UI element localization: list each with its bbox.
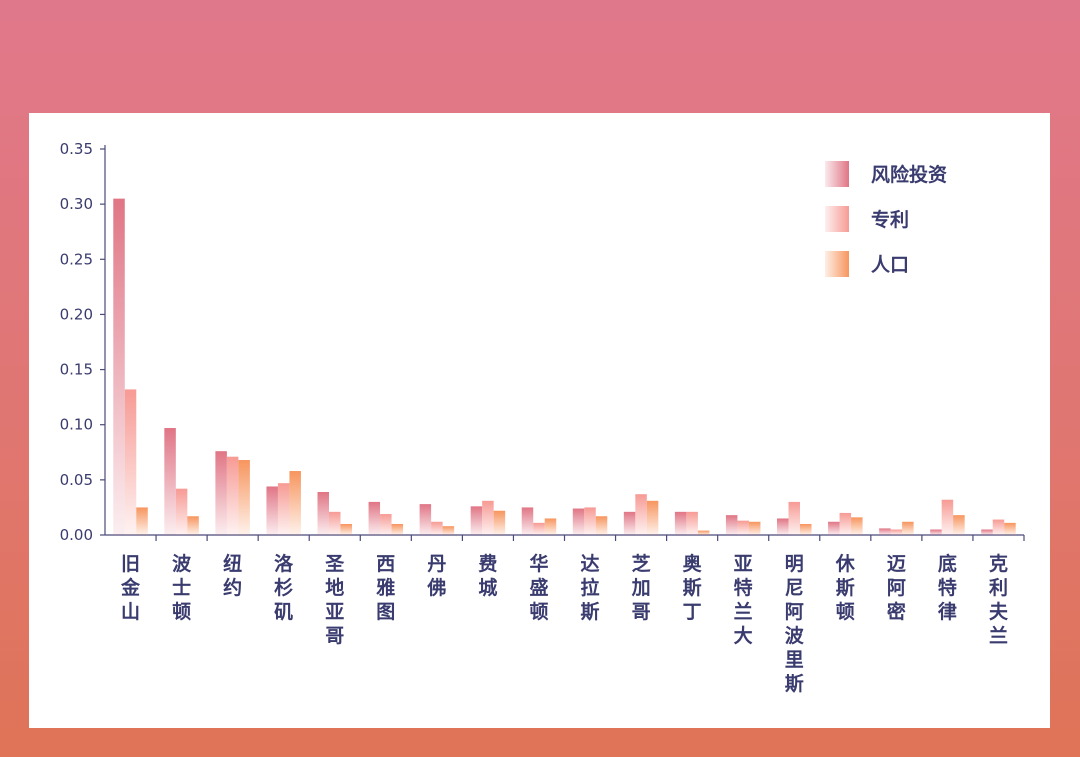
bar-venture [623, 511, 636, 535]
bar-population [289, 471, 301, 535]
legend-item: 专利 [825, 206, 909, 232]
bar-patent [329, 511, 341, 535]
legend-item: 风险投资 [825, 161, 947, 187]
chart-card: 0.00 0.05 0.10 0.15 0.20 0.25 0.30 0.35 旧金山 波士顿 纽… [29, 113, 1050, 728]
bar-population [902, 521, 914, 535]
bar-population [340, 523, 352, 535]
x-category-label: 休斯顿 [835, 553, 856, 623]
y-tick-label: 0.30 [60, 195, 93, 213]
bar-patent [992, 519, 1005, 535]
bar-patent [533, 522, 545, 535]
bar-patent [584, 507, 596, 535]
bar-venture [930, 529, 942, 535]
legend-swatch [825, 206, 849, 232]
bar-venture [521, 507, 534, 535]
bar-population [238, 460, 250, 535]
y-tick-label: 0.20 [60, 305, 93, 323]
bar-venture [419, 504, 432, 535]
bar-patent [839, 512, 852, 535]
x-category-label: 纽约 [223, 552, 242, 599]
x-category-label: 底特律 [937, 552, 957, 623]
bar-patent [124, 389, 137, 535]
legend-swatch [825, 161, 849, 187]
y-tick-label: 0.15 [60, 361, 93, 379]
bar-patent [277, 483, 290, 535]
bar-venture [470, 506, 483, 535]
bar-venture [113, 198, 125, 535]
bar-population [442, 526, 455, 535]
y-tick-label: 0.00 [60, 526, 93, 544]
bar-population [697, 530, 710, 535]
bar-population [136, 507, 148, 535]
bar-population [800, 523, 812, 535]
y-tick-label: 0.25 [60, 250, 93, 268]
x-category-label: 克利夫兰 [989, 552, 1009, 647]
bar-patent [635, 494, 647, 535]
x-category-label: 旧金山 [120, 553, 141, 623]
x-category-label: 华盛顿 [529, 552, 548, 623]
y-tick-label: 0.35 [60, 140, 93, 158]
bar-venture [317, 491, 329, 535]
x-category-label: 丹佛 [426, 553, 446, 599]
bar-population [493, 510, 506, 535]
bar-population [646, 500, 659, 535]
bar-patent [941, 499, 954, 535]
bar-population [851, 517, 863, 535]
x-category-label: 费城 [478, 553, 497, 599]
y-tick-label: 0.10 [60, 416, 93, 434]
legend-swatch [825, 251, 849, 277]
x-category-label: 圣地亚哥 [325, 553, 345, 647]
y-tick-label: 0.05 [60, 471, 93, 489]
x-category-label: 洛杉矶 [274, 552, 294, 623]
bar-population [953, 515, 965, 535]
x-category-label: 奥斯丁 [683, 552, 703, 623]
bar-patent [482, 500, 494, 535]
bar-venture [674, 511, 687, 535]
bar-venture [777, 518, 789, 535]
bar-patent [175, 488, 188, 535]
x-category-label: 波士顿 [172, 552, 192, 623]
bar-venture [879, 528, 891, 535]
bar-population [595, 516, 608, 535]
bar-patent [431, 521, 443, 535]
bar-venture [368, 501, 381, 535]
bar-venture [828, 521, 840, 535]
bar-population [748, 521, 761, 535]
bar-population [544, 518, 557, 535]
bar-venture [981, 529, 993, 535]
bar-patent [737, 520, 749, 535]
bar-patent [226, 456, 239, 535]
bar-venture [572, 508, 585, 535]
legend-item: 人口 [825, 251, 909, 277]
bar-patent [788, 501, 800, 535]
x-category-label: 亚特兰大 [734, 553, 753, 647]
x-category-label: 迈阿密 [887, 553, 906, 623]
bar-population [187, 516, 199, 535]
x-category-label: 芝加哥 [631, 552, 651, 623]
legend-label: 专利 [871, 208, 909, 231]
bar-population [391, 523, 404, 535]
x-category-label: 明尼阿波里斯 [785, 553, 805, 695]
bar-chart: 0.00 0.05 0.10 0.15 0.20 0.25 0.30 0.35 旧金山 波士顿 纽… [60, 140, 1025, 695]
bar-patent [686, 511, 698, 535]
x-category-label: 西雅图 [376, 553, 395, 623]
bar-venture [725, 515, 738, 535]
x-category-label: 达拉斯 [581, 552, 600, 623]
bar-patent [890, 529, 903, 535]
bar-population [1004, 522, 1016, 535]
bar-patent [380, 514, 392, 535]
legend-label: 人口 [871, 254, 909, 276]
bar-venture [164, 428, 176, 535]
bar-venture [215, 451, 227, 535]
legend-label: 风险投资 [871, 163, 947, 186]
bar-venture [266, 486, 278, 535]
